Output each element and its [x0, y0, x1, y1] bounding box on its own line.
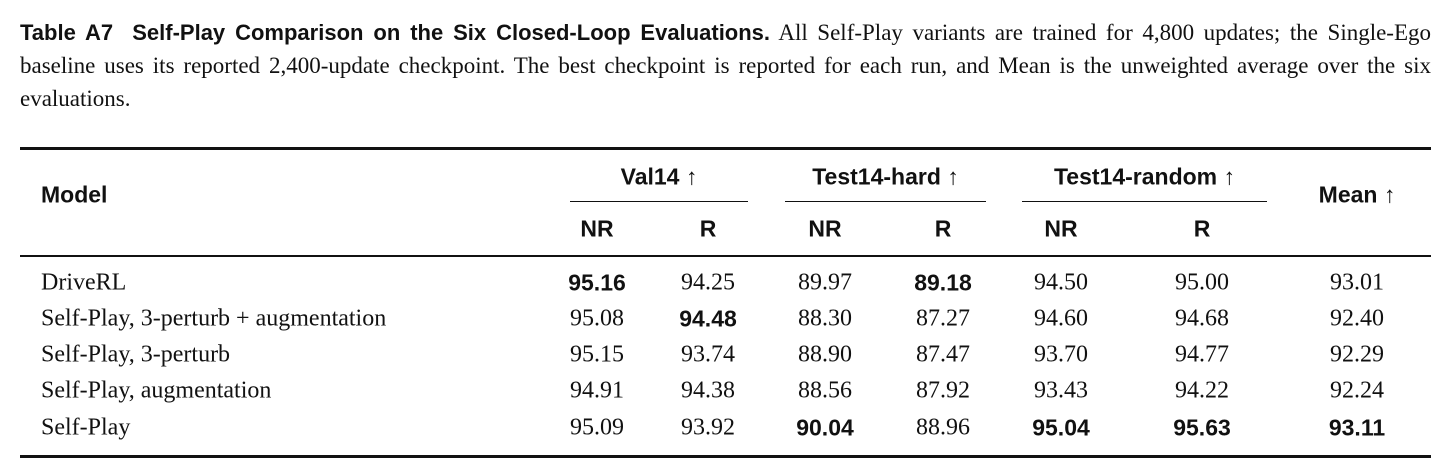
cell: 89.18 [914, 269, 972, 296]
caption-text: All Self-Play variants are trained for 4… [20, 20, 1432, 111]
sub-header: NR [580, 215, 614, 242]
bottom-rule [20, 455, 1431, 458]
cell: 94.91 [570, 377, 624, 404]
sub-header: R [699, 215, 717, 242]
cell: 95.00 [1175, 269, 1229, 296]
sub-header: R [934, 215, 952, 242]
cell: 87.27 [916, 305, 970, 332]
cell: 88.30 [798, 305, 852, 332]
caption-title: Self-Play Comparison on the Six Closed-L… [132, 20, 771, 45]
cell: 89.97 [798, 269, 852, 296]
cell: 94.38 [681, 377, 735, 404]
cell: 88.96 [916, 414, 970, 441]
model-name: Self-Play, 3-perturb [41, 341, 231, 368]
cell: 92.40 [1330, 305, 1384, 332]
cell: 95.08 [570, 305, 624, 332]
cell: 90.04 [796, 414, 854, 441]
cell: 95.09 [570, 414, 624, 441]
cell: 95.04 [1032, 414, 1090, 441]
cell: 93.74 [681, 341, 735, 368]
cell: 92.24 [1330, 377, 1384, 404]
cell: 88.90 [798, 341, 852, 368]
model-name: DriveRL [41, 269, 127, 296]
cell: 92.29 [1330, 341, 1384, 368]
cell: 95.63 [1173, 414, 1231, 441]
caption-label: Table A7 [20, 20, 114, 45]
model-name: Self-Play, 3-perturb + augmentation [41, 305, 387, 332]
cell: 94.60 [1034, 305, 1088, 332]
group-header: Test14-hard ↑ [812, 163, 959, 190]
cell: 95.15 [570, 341, 624, 368]
cell: 88.56 [798, 377, 852, 404]
cell: 93.01 [1330, 269, 1384, 296]
cell: 95.16 [568, 269, 626, 296]
sub-header: NR [808, 215, 842, 242]
model-name: Self-Play, augmentation [41, 377, 272, 404]
group-rule [785, 201, 986, 203]
cell: 94.48 [679, 305, 737, 332]
sub-header: R [1193, 215, 1211, 242]
group-rule [1022, 201, 1267, 203]
top-rule [20, 147, 1431, 150]
sub-header: NR [1044, 215, 1078, 242]
model-header: Model [41, 181, 108, 208]
cell: 87.47 [916, 341, 970, 368]
group-rule [570, 201, 748, 203]
mid-rule [20, 255, 1431, 257]
cell: 94.22 [1175, 377, 1229, 404]
cell: 94.50 [1034, 269, 1088, 296]
mean-header: Mean ↑ [1318, 181, 1396, 208]
cell: 93.92 [681, 414, 735, 441]
cell: 93.43 [1034, 377, 1088, 404]
cell: 93.11 [1328, 414, 1386, 441]
cell: 93.70 [1034, 341, 1088, 368]
group-header: Test14-random ↑ [1053, 163, 1236, 190]
group-header: Val14 ↑ [620, 163, 698, 190]
caption: Table A7 Self-Play Comparison on the Six… [20, 16, 1431, 115]
cell: 94.77 [1175, 341, 1229, 368]
cell: 87.92 [916, 377, 970, 404]
cell: 94.68 [1175, 305, 1229, 332]
model-name: Self-Play [41, 414, 131, 441]
cell: 94.25 [681, 269, 735, 296]
